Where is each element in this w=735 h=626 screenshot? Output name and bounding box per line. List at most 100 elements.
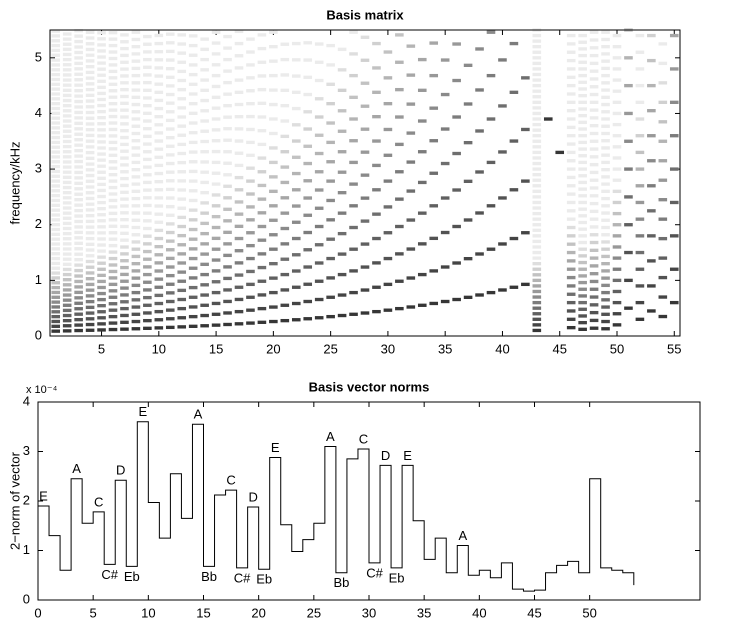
- harmonic-cell: [143, 65, 152, 69]
- harmonic-cell: [120, 33, 129, 37]
- harmonic-cell: [566, 259, 576, 263]
- harmonic-cell: [154, 220, 164, 224]
- harmonic-cell: [165, 222, 175, 226]
- harmonic-cell: [383, 308, 393, 312]
- harmonic-cell: [303, 248, 313, 252]
- harmonic-cell: [532, 78, 542, 82]
- harmonic-cell: [349, 30, 358, 34]
- harmonic-cell: [108, 43, 118, 48]
- harmonic-cell: [589, 131, 599, 136]
- note-label: E: [403, 448, 412, 463]
- harmonic-cell: [200, 119, 209, 123]
- harmonic-cell: [200, 324, 209, 328]
- harmonic-cell: [246, 50, 255, 54]
- harmonic-cell: [108, 224, 118, 228]
- harmonic-cell: [62, 32, 72, 36]
- harmonic-cell: [165, 32, 175, 36]
- harmonic-cell: [612, 256, 622, 260]
- harmonic-cell: [188, 324, 198, 328]
- harmonic-cell: [601, 88, 610, 92]
- note-label: C#: [101, 567, 118, 582]
- harmonic-cell: [395, 197, 404, 201]
- harmonic-cell: [223, 57, 232, 62]
- harmonic-cell: [177, 33, 187, 37]
- harmonic-cell: [578, 240, 587, 245]
- harmonic-cell: [452, 224, 461, 229]
- harmonic-cell: [246, 114, 255, 119]
- harmonic-cell: [372, 41, 381, 46]
- harmonic-cell: [154, 147, 164, 151]
- harmonic-cell: [601, 283, 610, 288]
- harmonic-cell: [74, 214, 83, 218]
- harmonic-cell: [257, 293, 267, 297]
- harmonic-cell: [74, 110, 83, 115]
- note-label: E: [138, 404, 147, 419]
- harmonic-cell: [62, 206, 72, 210]
- harmonic-cell: [97, 322, 106, 326]
- harmonic-cell: [74, 34, 83, 38]
- harmonic-cell: [578, 167, 587, 171]
- harmonic-cell: [188, 305, 198, 309]
- harmonic-cell: [120, 259, 129, 263]
- harmonic-cell: [154, 309, 164, 314]
- harmonic-cell: [131, 160, 141, 165]
- harmonic-cell: [85, 219, 95, 224]
- harmonic-cell: [246, 76, 255, 80]
- harmonic-cell: [658, 81, 668, 85]
- harmonic-cell: [326, 101, 335, 106]
- harmonic-cell: [578, 320, 587, 325]
- harmonic-cell: [372, 90, 381, 94]
- harmonic-cell: [97, 297, 106, 302]
- harmonic-cell: [578, 160, 587, 165]
- harmonic-cell: [635, 267, 645, 271]
- harmonic-cell: [372, 163, 381, 168]
- harmonic-cell: [303, 230, 313, 235]
- harmonic-cell: [97, 37, 106, 41]
- harmonic-cell: [257, 115, 267, 119]
- harmonic-cell: [566, 217, 576, 221]
- harmonic-cell: [131, 131, 141, 136]
- harmonic-cell: [177, 133, 187, 137]
- harmonic-cell: [74, 50, 83, 55]
- harmonic-cell: [223, 322, 232, 327]
- harmonic-cell: [589, 310, 599, 315]
- harmonic-cell: [154, 269, 164, 273]
- harmonic-cell: [635, 300, 645, 305]
- harmonic-cell: [143, 280, 152, 284]
- harmonic-cell: [188, 247, 198, 251]
- harmonic-cell: [498, 288, 507, 292]
- harmonic-cell: [624, 223, 633, 227]
- harmonic-cell: [601, 298, 610, 302]
- harmonic-cell: [51, 256, 61, 261]
- harmonic-cell: [269, 175, 278, 179]
- harmonic-cell: [188, 160, 198, 164]
- harmonic-cell: [417, 303, 427, 307]
- harmonic-cell: [143, 80, 152, 85]
- x-tick-label: 30: [362, 605, 376, 620]
- harmonic-cell: [131, 233, 141, 237]
- harmonic-cell: [165, 110, 175, 114]
- harmonic-cell: [452, 151, 461, 156]
- harmonic-cell: [635, 150, 645, 155]
- harmonic-cell: [578, 114, 587, 118]
- harmonic-cell: [532, 323, 542, 327]
- harmonic-cell: [532, 178, 542, 182]
- harmonic-cell: [131, 139, 141, 143]
- harmonic-cell: [383, 101, 393, 106]
- harmonic-cell: [303, 282, 313, 286]
- harmonic-cell: [360, 58, 370, 62]
- harmonic-cell: [211, 106, 221, 110]
- harmonic-cell: [532, 128, 542, 132]
- harmonic-cell: [429, 269, 439, 273]
- harmonic-cell: [131, 102, 141, 107]
- harmonic-cell: [360, 288, 370, 292]
- harmonic-cell: [85, 322, 95, 327]
- harmonic-cell: [74, 159, 83, 164]
- harmonic-cell: [223, 46, 232, 50]
- harmonic-cell: [74, 225, 83, 229]
- harmonic-cell: [509, 41, 519, 46]
- harmonic-cell: [246, 127, 255, 132]
- harmonic-cell: [246, 205, 255, 209]
- harmonic-cell: [269, 160, 278, 165]
- harmonic-cell: [612, 178, 622, 182]
